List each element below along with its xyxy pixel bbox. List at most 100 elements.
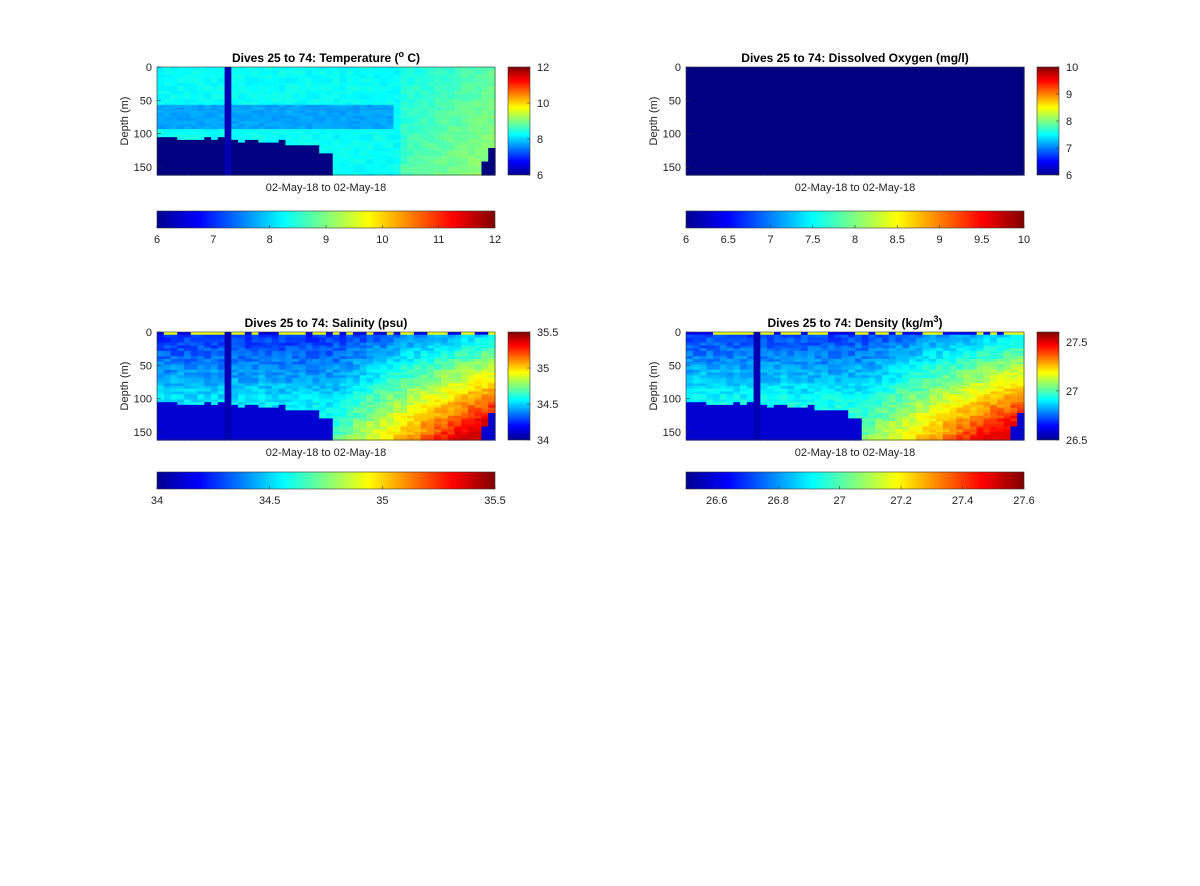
heatmap-cell [271, 415, 280, 419]
heatmap-cell [861, 150, 870, 154]
heatmap-cell [393, 112, 401, 117]
heatmap-cell [996, 150, 1005, 154]
heatmap-cell [224, 67, 232, 71]
heatmap-cell [177, 367, 185, 371]
heatmap-cell [170, 112, 178, 117]
heatmap-cell [163, 145, 172, 149]
heatmap-cell [461, 164, 469, 168]
heatmap-cell [976, 67, 985, 71]
heatmap-cell [488, 96, 496, 100]
heatmap-cell [686, 69, 694, 73]
heatmap-cell [706, 80, 714, 84]
heatmap-cell [292, 75, 300, 79]
heatmap-cell [305, 75, 314, 79]
heatmap-cell [427, 164, 435, 168]
heatmap-cell [278, 342, 287, 347]
heatmap-cell [922, 104, 930, 109]
heatmap-cell [760, 96, 768, 100]
heatmap-cell [231, 94, 239, 98]
heatmap-cell [170, 99, 178, 103]
heatmap-cell [163, 386, 172, 390]
heatmap-cell [271, 394, 280, 398]
heatmap-cell [719, 123, 728, 127]
heatmap-cell [157, 391, 165, 395]
heatmap-cell [706, 169, 714, 173]
heatmap-cell [773, 104, 782, 109]
heatmap-cell [292, 148, 300, 152]
heatmap-cell [807, 137, 816, 141]
heatmap-cell [780, 172, 788, 176]
heatmap-cell [440, 153, 449, 157]
heatmap-cell [814, 72, 822, 76]
heatmap-cell [787, 69, 795, 73]
heatmap-cell [488, 99, 496, 103]
heatmap-cell [177, 369, 185, 374]
heatmap-cell [177, 377, 185, 382]
heatmap-cell [929, 137, 937, 141]
heatmap-cell [780, 94, 788, 98]
heatmap-cell [915, 156, 924, 160]
heatmap-cell [400, 134, 408, 138]
heatmap-cell [909, 115, 917, 119]
heatmap-cell [902, 99, 910, 103]
heatmap-cell [794, 104, 802, 109]
heatmap-cell [956, 94, 964, 98]
heatmap-cell [996, 94, 1005, 98]
heatmap-cell [427, 169, 435, 173]
heatmap-cell [780, 104, 788, 109]
heatmap-cell [929, 104, 937, 109]
heatmap-cell [163, 413, 172, 417]
heatmap-cell [467, 172, 476, 176]
heatmap-cell [413, 94, 422, 98]
heatmap-cell [170, 121, 178, 125]
heatmap-cell [211, 88, 219, 92]
heatmap-cell [177, 69, 185, 73]
heatmap-cell [461, 112, 469, 117]
heatmap-cell [217, 402, 226, 406]
heatmap-cell [942, 150, 951, 154]
heatmap-cell [231, 72, 239, 76]
heatmap-cell [177, 386, 185, 390]
heatmap-cell [848, 104, 856, 109]
heatmap-cell [882, 126, 890, 130]
heatmap-cell [1017, 112, 1025, 117]
heatmap-cell [244, 332, 253, 336]
heatmap-cell [224, 334, 232, 338]
heatmap-cell [285, 107, 293, 111]
heatmap-cell [841, 118, 849, 122]
heatmap-cell [420, 115, 428, 119]
heatmap-cell [915, 83, 924, 87]
heatmap-cell [706, 75, 714, 79]
heatmap-cell [447, 77, 456, 82]
heatmap-cell [461, 145, 469, 149]
heatmap-cell [393, 67, 401, 71]
heatmap-cell [807, 83, 816, 87]
heatmap-cell [474, 145, 483, 149]
heatmap-cell [197, 129, 205, 133]
heatmap-cell [686, 156, 694, 160]
heatmap-cell [474, 80, 483, 84]
heatmap-cell [922, 102, 930, 106]
heatmap-cell [312, 145, 320, 149]
heatmap-cell [488, 156, 496, 160]
heatmap-cell [780, 115, 788, 119]
heatmap-cell [983, 148, 991, 152]
heatmap-cell [474, 134, 483, 138]
heatmap-cell [713, 148, 721, 152]
heatmap-cell [882, 102, 890, 106]
heatmap-cell [814, 80, 822, 84]
heatmap-cell [170, 337, 178, 341]
heatmap-cell [238, 342, 246, 347]
heatmap-cell [285, 142, 293, 146]
heatmap-cell [271, 437, 280, 441]
heatmap-cell [800, 158, 809, 163]
heatmap-cell [285, 396, 293, 401]
heatmap-cell [942, 169, 951, 173]
heatmap-cell [895, 158, 903, 163]
heatmap-cell [760, 102, 768, 106]
heatmap-cell [217, 383, 226, 387]
heatmap-cell [224, 367, 232, 371]
heatmap-cell [190, 337, 199, 341]
heatmap-cell [305, 340, 314, 344]
heatmap-cell [461, 123, 469, 127]
